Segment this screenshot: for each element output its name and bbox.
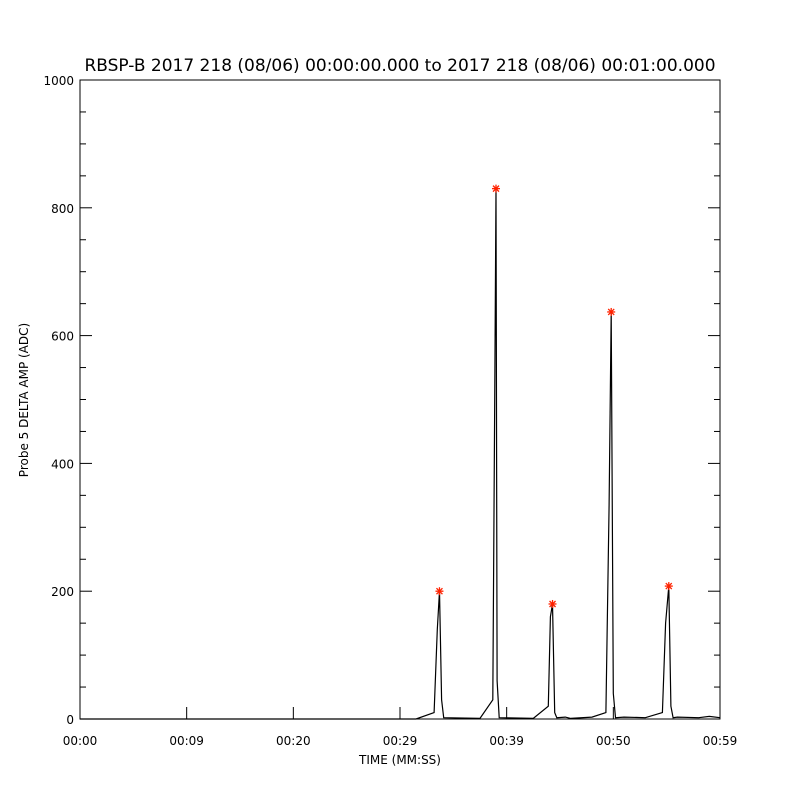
x-tick-label: 00:20: [276, 734, 311, 748]
peak-marker: [435, 587, 444, 596]
x-tick-label: 00:00: [63, 734, 98, 748]
y-tick-label: 0: [66, 713, 74, 727]
asterisk-stroke: [436, 587, 443, 595]
peak-marker: [548, 599, 557, 608]
x-tick-label: 00:59: [703, 734, 738, 748]
y-tick-label: 400: [51, 457, 74, 471]
asterisk-stroke: [607, 308, 615, 316]
y-tick-label: 600: [51, 330, 74, 344]
x-tick-label: 00:29: [383, 734, 418, 748]
x-axis-label: TIME (MM:SS): [358, 753, 441, 767]
plot-frame: [79, 79, 721, 720]
y-axis-label: Probe 5 DELTA AMP (ADC): [17, 323, 31, 477]
y-tick-label: 200: [51, 585, 74, 599]
peak-marker: [492, 184, 500, 193]
y-tick-label: 800: [51, 202, 74, 216]
x-tick-label: 00:50: [596, 734, 631, 748]
data-line: [80, 188, 721, 720]
asterisk-stroke: [549, 600, 556, 608]
peak-marker: [607, 307, 616, 316]
x-tick-label: 00:39: [489, 734, 524, 748]
asterisk-stroke: [665, 582, 673, 590]
y-tick-label: 1000: [43, 74, 74, 88]
peak-marker: [664, 582, 673, 591]
chart-title: RBSP-B 2017 218 (08/06) 00:00:00.000 to …: [84, 56, 715, 76]
x-tick-label: 00:09: [169, 734, 204, 748]
asterisk-stroke: [492, 185, 500, 193]
